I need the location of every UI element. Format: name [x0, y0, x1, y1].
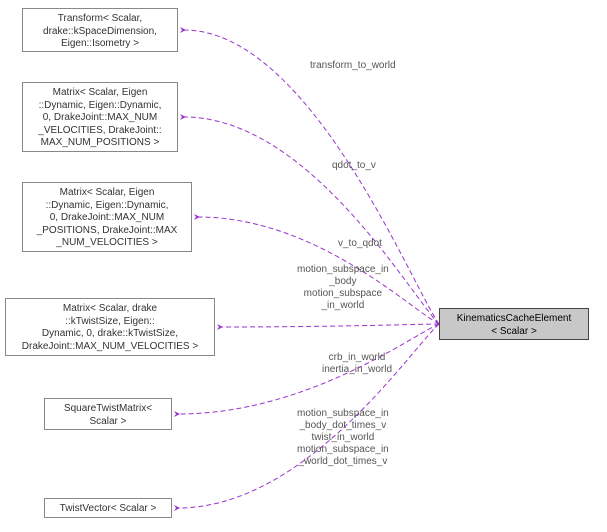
node-matrix_twist: Matrix< Scalar, drake::kTwistSize, Eigen… [5, 298, 215, 356]
edge-label-matrix_twist: motion_subspace_in_bodymotion_subspace_i… [297, 264, 389, 312]
node-twistvec: TwistVector< Scalar > [44, 498, 172, 518]
edge-label-squaretwist: crb_in_worldinertia_in_world [322, 352, 392, 376]
node-matrix_qv: Matrix< Scalar, Eigen::Dynamic, Eigen::D… [22, 82, 178, 152]
node-matrix_vq: Matrix< Scalar, Eigen::Dynamic, Eigen::D… [22, 182, 192, 252]
edge-matrix_twist [221, 324, 439, 327]
edge-label-matrix_qv: qdot_to_v [332, 160, 376, 172]
node-transform: Transform< Scalar, drake::kSpaceDimensio… [22, 8, 178, 52]
edge-label-transform: transform_to_world [310, 60, 396, 72]
node-squaretwist: SquareTwistMatrix< Scalar > [44, 398, 172, 430]
edge-label-matrix_vq: v_to_qdot [338, 238, 382, 250]
edge-label-twistvec: motion_subspace_in_body_dot_times_vtwist… [297, 408, 389, 468]
node-main: KinematicsCacheElement< Scalar > [439, 308, 589, 340]
diagram-canvas: Transform< Scalar, drake::kSpaceDimensio… [0, 0, 607, 532]
